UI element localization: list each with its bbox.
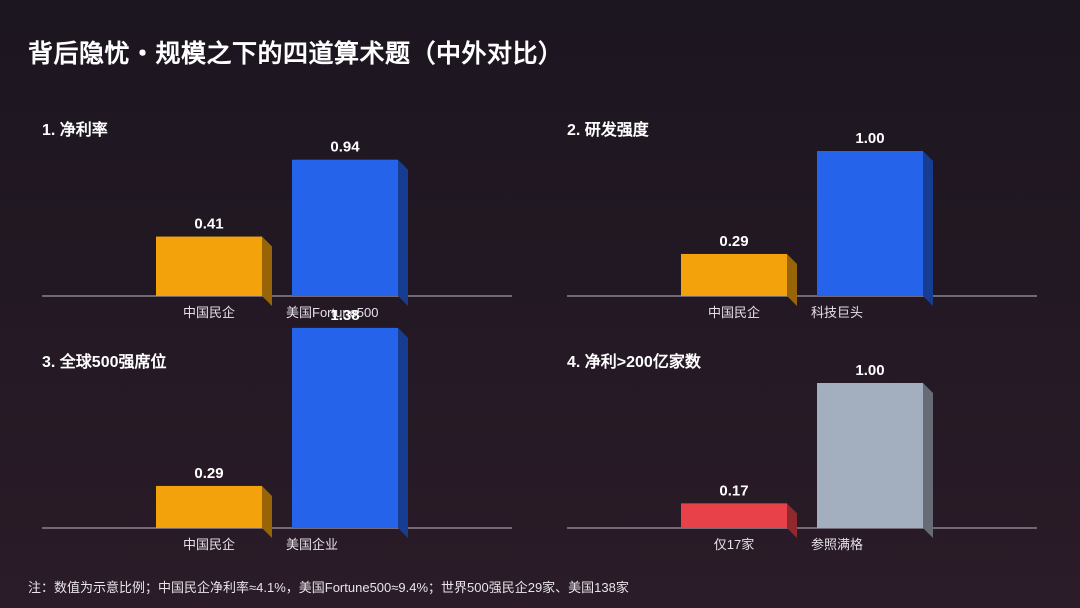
bar-side: [923, 383, 933, 538]
bar-chart: 0.29 中国民企 1.38 美国企业: [42, 307, 512, 552]
category-label: 美国Fortune500: [286, 305, 379, 320]
bar: [681, 253, 797, 306]
category-label: 中国民企: [183, 305, 235, 320]
bar-front: [292, 159, 398, 296]
bar: [156, 236, 272, 306]
bar-front: [681, 253, 787, 296]
category-label: 中国民企: [708, 305, 760, 320]
bar-front: [292, 327, 398, 528]
bar-side: [262, 236, 272, 306]
category-label: 参照满格: [811, 537, 863, 552]
value-label: 1.00: [855, 362, 884, 379]
bar-side: [787, 503, 797, 538]
value-label: 0.94: [330, 139, 360, 156]
value-label: 1.00: [855, 130, 884, 147]
page-title: 背后隐忧・规模之下的四道算术题（中外对比）: [28, 40, 564, 68]
bar-side: [923, 151, 933, 306]
bar-side: [262, 485, 272, 538]
bar-side: [398, 327, 408, 538]
chart-title: 3. 全球500强席位: [42, 354, 167, 371]
chart-title: 2. 研发强度: [567, 122, 649, 139]
bar: [156, 485, 272, 538]
bar: [817, 151, 933, 306]
bar: [292, 159, 408, 306]
category-label: 美国企业: [286, 537, 338, 552]
bar: [681, 503, 797, 538]
category-label: 科技巨头: [811, 305, 863, 320]
category-label: 中国民企: [183, 537, 235, 552]
bar-front: [156, 236, 262, 296]
bar-chart: 0.29 中国民企 1.00 科技巨头: [567, 130, 1037, 320]
category-label: 仅17家: [714, 537, 754, 552]
value-label: 0.29: [194, 465, 223, 482]
bar-chart: 0.17 仅17家 1.00 参照满格: [567, 362, 1037, 552]
bar-front: [817, 383, 923, 528]
bar: [817, 383, 933, 538]
bar-side: [398, 159, 408, 306]
value-label: 1.38: [330, 307, 359, 324]
bar: [292, 327, 408, 538]
bar-front: [681, 503, 787, 528]
value-label: 0.17: [719, 482, 748, 499]
bar-side: [787, 253, 797, 306]
footnote: 注：数值为示意比例；中国民企净利率≈4.1%，美国Fortune500≈9.4%…: [28, 580, 629, 595]
bar-front: [817, 151, 923, 296]
chart-title: 4. 净利>200亿家数: [567, 354, 701, 371]
chart-title: 1. 净利率: [42, 122, 108, 139]
bar-chart: 0.41 中国民企 0.94 美国Fortune500: [42, 139, 512, 320]
value-label: 0.29: [719, 233, 748, 250]
bar-front: [156, 485, 262, 528]
value-label: 0.41: [194, 216, 223, 233]
